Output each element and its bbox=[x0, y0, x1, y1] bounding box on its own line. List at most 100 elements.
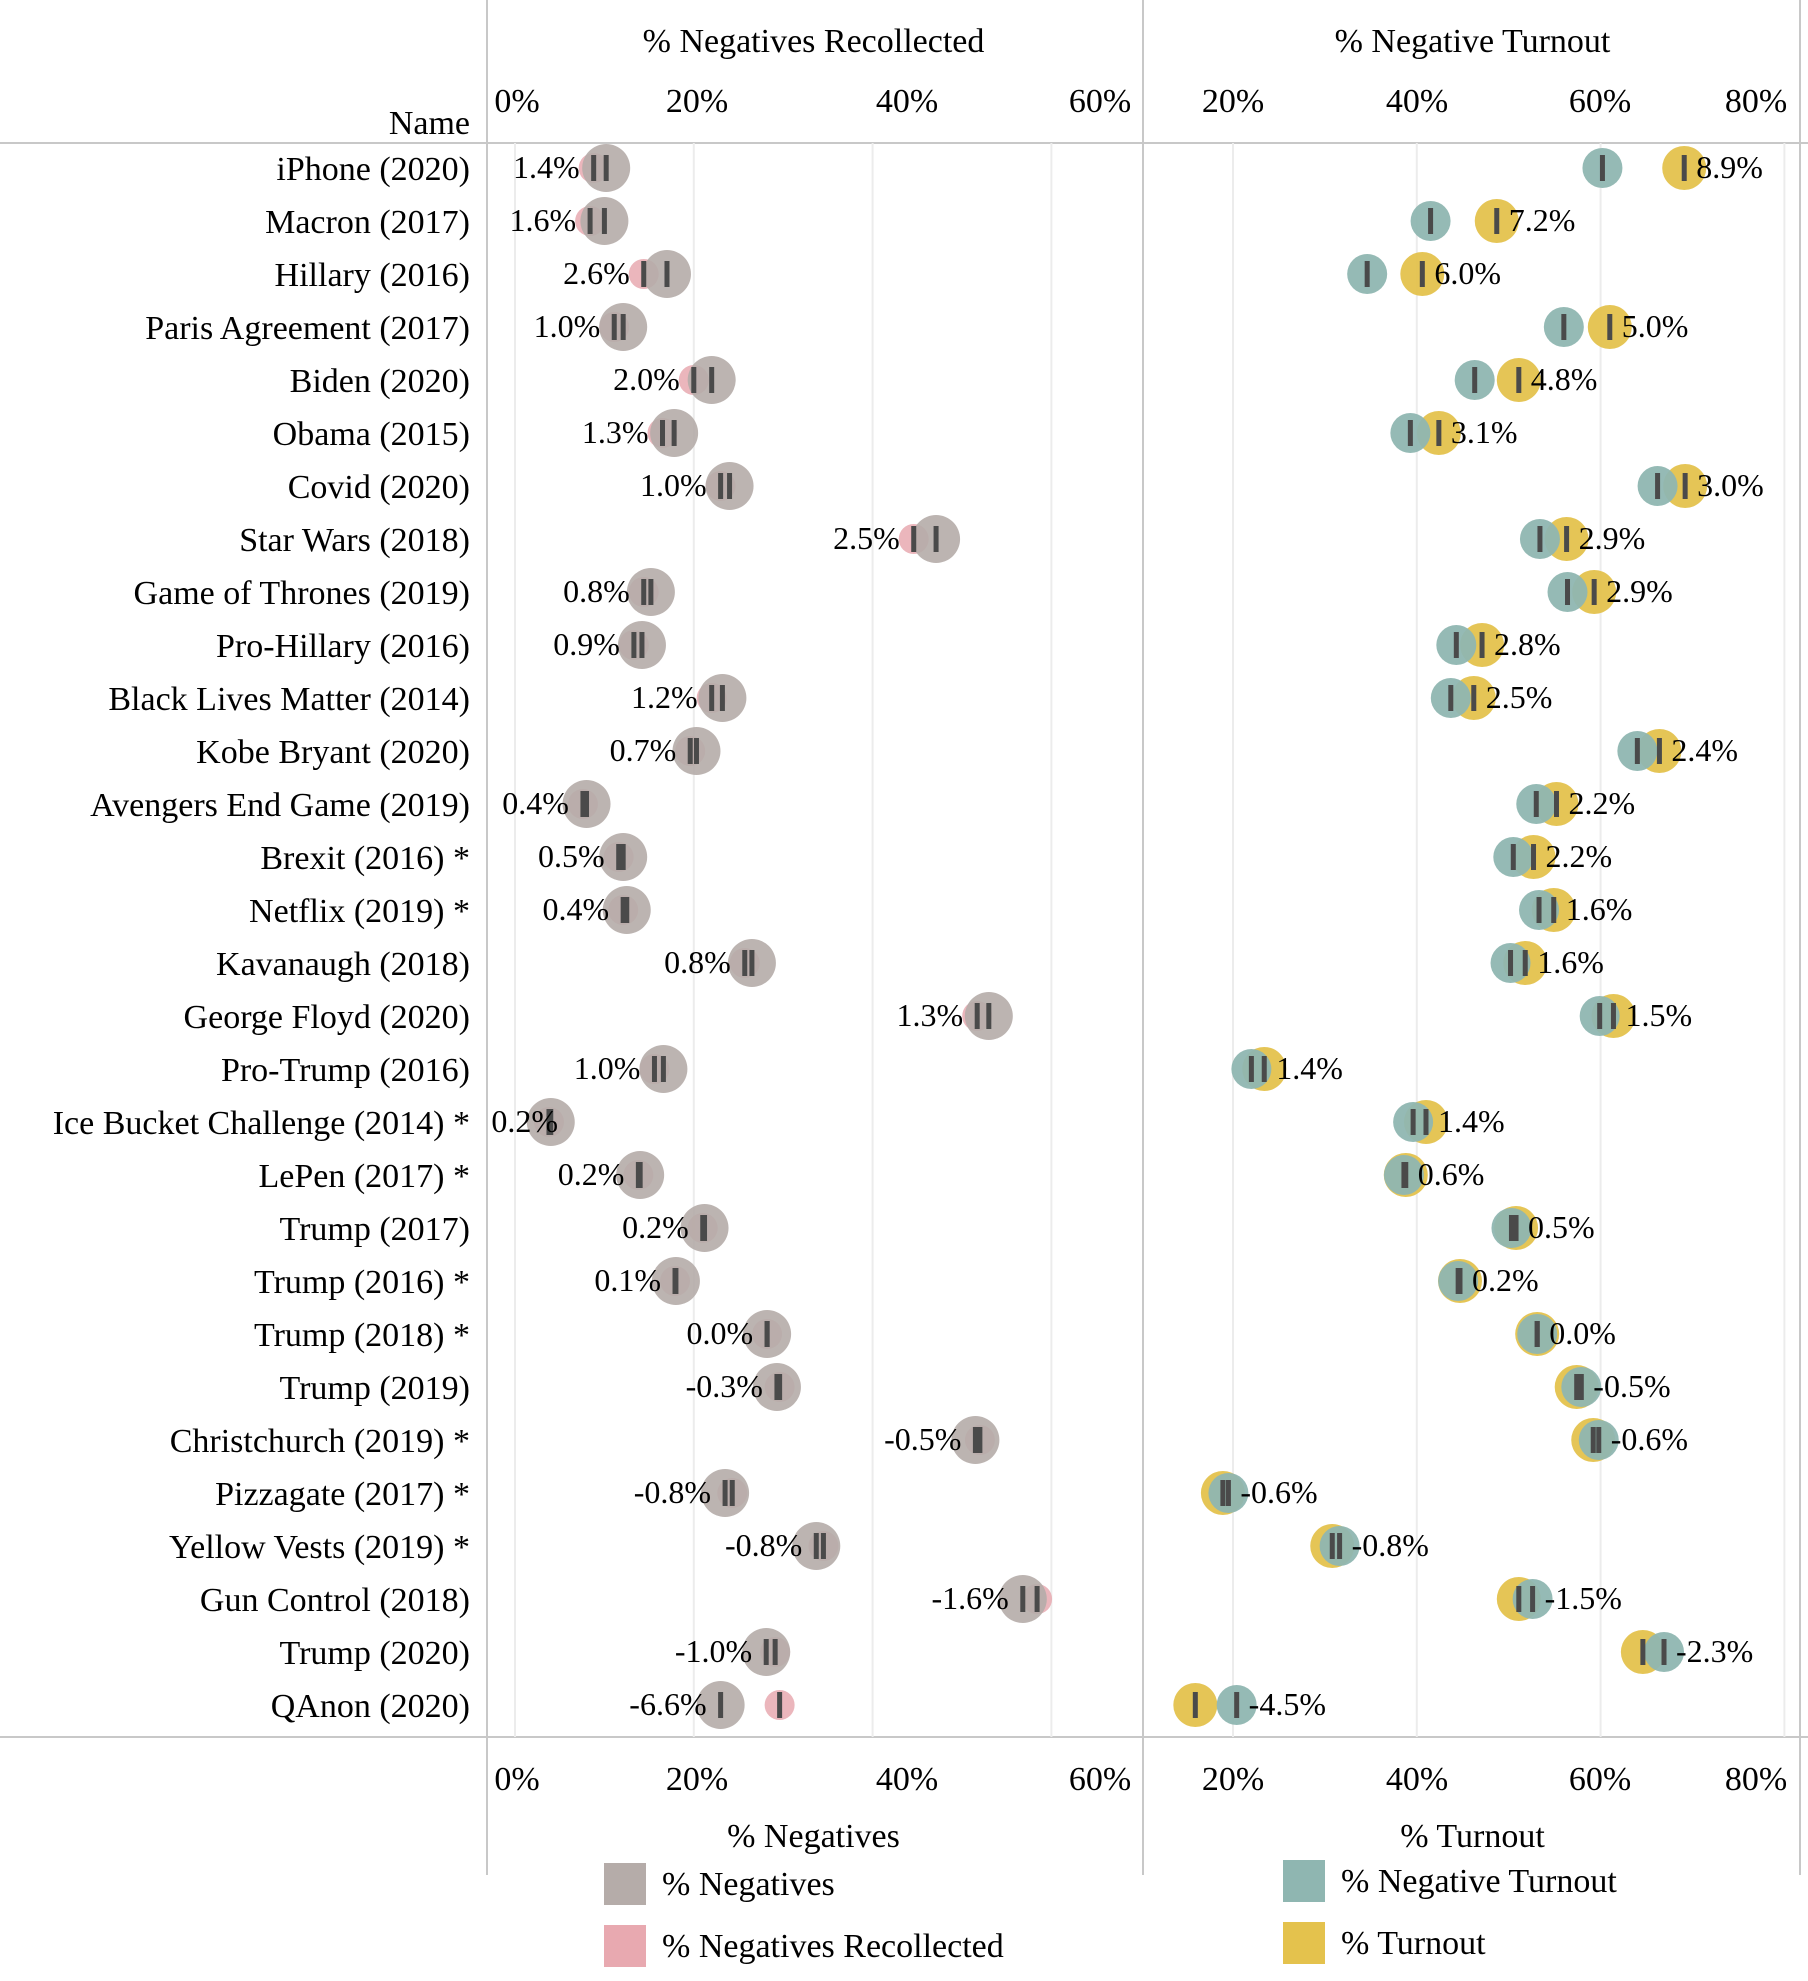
bar-negative-turnout-11 bbox=[1634, 738, 1640, 764]
bar-turnout-16 bbox=[1610, 1003, 1616, 1029]
row-label-16: George Floyd (2020) bbox=[184, 999, 470, 1036]
tick-bottom-p2-1: 40% bbox=[1386, 1761, 1448, 1798]
bar-turnout-5 bbox=[1436, 420, 1442, 446]
bar-negative-turnout-3 bbox=[1561, 314, 1567, 340]
delta-label-p1-13: 0.5% bbox=[538, 838, 605, 874]
row-label-0: iPhone (2020) bbox=[276, 151, 470, 188]
bar-negatives-0 bbox=[603, 155, 609, 181]
bar-negative-turnout-10 bbox=[1448, 685, 1454, 711]
row-label-15: Kavanaugh (2018) bbox=[216, 946, 470, 983]
chart-frame bbox=[0, 0, 1808, 1875]
delta-label-p2-26: -0.8% bbox=[1352, 1527, 1429, 1563]
bar-turnout-23 bbox=[1574, 1374, 1580, 1400]
tick-top-p2-1: 40% bbox=[1386, 83, 1448, 120]
bar-negative-turnout-26 bbox=[1337, 1533, 1343, 1559]
delta-label-p1-18: 0.2% bbox=[491, 1103, 558, 1139]
row-label-3: Paris Agreement (2017) bbox=[145, 310, 470, 347]
bar-negative-turnout-6 bbox=[1655, 473, 1661, 499]
delta-label-p2-8: 2.9% bbox=[1606, 573, 1673, 609]
bar-negative-turnout-25 bbox=[1225, 1480, 1231, 1506]
row-label-20: Trump (2017) bbox=[280, 1211, 471, 1248]
delta-label-p1-28: -1.0% bbox=[675, 1633, 752, 1669]
panel-xlabel-1: % Negatives bbox=[727, 1818, 900, 1855]
legend-label-3: % Turnout bbox=[1341, 1925, 1486, 1962]
bar-negative-turnout-2 bbox=[1364, 261, 1370, 287]
bar-negatives-6 bbox=[727, 473, 733, 499]
bar-turnout-17 bbox=[1261, 1056, 1267, 1082]
delta-label-p2-17: 1.4% bbox=[1276, 1050, 1343, 1086]
delta-label-p1-2: 2.6% bbox=[563, 255, 630, 291]
bar-negative-turnout-19 bbox=[1401, 1162, 1407, 1188]
bar-recollected-28 bbox=[772, 1639, 778, 1665]
row-label-24: Christchurch (2019) * bbox=[170, 1423, 470, 1460]
bar-negatives-2 bbox=[664, 261, 670, 287]
bar-turnout-7 bbox=[1564, 526, 1570, 552]
bar-negative-turnout-22 bbox=[1534, 1321, 1540, 1347]
delta-label-p1-6: 1.0% bbox=[640, 467, 707, 503]
tick-bottom-p1-2: 40% bbox=[876, 1761, 938, 1798]
delta-label-p1-19: 0.2% bbox=[558, 1156, 625, 1192]
bar-negatives-3 bbox=[620, 314, 626, 340]
delta-label-p1-4: 2.0% bbox=[613, 361, 680, 397]
bar-turnout-29 bbox=[1192, 1692, 1198, 1718]
bar-negatives-26 bbox=[813, 1533, 819, 1559]
delta-label-p2-1: 7.2% bbox=[1509, 202, 1576, 238]
bar-turnout-14 bbox=[1551, 897, 1557, 923]
legend-label-0: % Negatives bbox=[662, 1866, 835, 1903]
delta-label-p1-25: -0.8% bbox=[634, 1474, 711, 1510]
bar-negative-turnout-1 bbox=[1428, 208, 1434, 234]
row-label-2: Hillary (2016) bbox=[275, 257, 470, 294]
bar-turnout-1 bbox=[1494, 208, 1500, 234]
delta-label-p1-16: 1.3% bbox=[897, 997, 964, 1033]
delta-label-p1-1: 1.6% bbox=[509, 202, 576, 238]
legend: % Negatives % Negatives Recollected % Nega… bbox=[604, 1860, 1617, 1967]
bar-negative-turnout-4 bbox=[1472, 367, 1478, 393]
row-label-1: Macron (2017) bbox=[265, 204, 470, 241]
bar-negatives-23 bbox=[774, 1374, 780, 1400]
bar-recollected-12 bbox=[580, 791, 586, 817]
tick-bottom-p1-0: 0% bbox=[494, 1761, 539, 1798]
delta-label-p1-24: -0.5% bbox=[884, 1421, 961, 1457]
row-label-10: Black Lives Matter (2014) bbox=[108, 681, 470, 718]
bar-recollected-14 bbox=[620, 897, 626, 923]
row-label-7: Star Wars (2018) bbox=[239, 522, 470, 559]
bar-recollected-17 bbox=[651, 1056, 657, 1082]
row-label-6: Covid (2020) bbox=[288, 469, 470, 506]
bar-turnout-6 bbox=[1682, 473, 1688, 499]
bar-negative-turnout-17 bbox=[1248, 1056, 1254, 1082]
bar-recollected-16 bbox=[974, 1003, 980, 1029]
bar-turnout-9 bbox=[1479, 632, 1485, 658]
bar-turnout-13 bbox=[1531, 844, 1537, 870]
bar-turnout-8 bbox=[1591, 579, 1597, 605]
legend-swatch-3 bbox=[1283, 1922, 1325, 1964]
delta-label-p2-19: 0.6% bbox=[1418, 1156, 1485, 1192]
legend-label-1: % Negatives Recollected bbox=[662, 1928, 1004, 1965]
bar-negatives-19 bbox=[637, 1162, 643, 1188]
row-label-13: Brexit (2016) * bbox=[260, 840, 470, 877]
bar-negatives-20 bbox=[702, 1215, 708, 1241]
delta-label-p2-21: 0.2% bbox=[1472, 1262, 1539, 1298]
bar-negatives-11 bbox=[693, 738, 699, 764]
row-label-19: LePen (2017) * bbox=[258, 1158, 470, 1195]
delta-label-p1-15: 0.8% bbox=[664, 944, 731, 980]
delta-label-p2-6: 3.0% bbox=[1697, 467, 1764, 503]
bar-negatives-29 bbox=[718, 1692, 724, 1718]
bar-turnout-15 bbox=[1522, 950, 1528, 976]
bar-negative-turnout-12 bbox=[1533, 791, 1539, 817]
bar-negatives-9 bbox=[639, 632, 645, 658]
tick-bottom-p1-1: 20% bbox=[666, 1761, 728, 1798]
row-label-17: Pro-Trump (2016) bbox=[221, 1052, 470, 1089]
bar-recollected-25 bbox=[729, 1480, 735, 1506]
bar-turnout-10 bbox=[1471, 685, 1477, 711]
delta-label-p2-3: 5.0% bbox=[1622, 308, 1689, 344]
bar-recollected-9 bbox=[631, 632, 637, 658]
bar-negatives-16 bbox=[986, 1003, 992, 1029]
delta-label-p2-10: 2.5% bbox=[1486, 679, 1553, 715]
row-label-29: QAnon (2020) bbox=[271, 1688, 470, 1725]
bar-recollected-6 bbox=[718, 473, 724, 499]
delta-label-p2-23: -0.5% bbox=[1593, 1368, 1670, 1404]
bar-turnout-25 bbox=[1220, 1480, 1226, 1506]
bar-negatives-24 bbox=[972, 1427, 978, 1453]
row-label-12: Avengers End Game (2019) bbox=[90, 787, 470, 824]
row-label-4: Biden (2020) bbox=[290, 363, 470, 400]
